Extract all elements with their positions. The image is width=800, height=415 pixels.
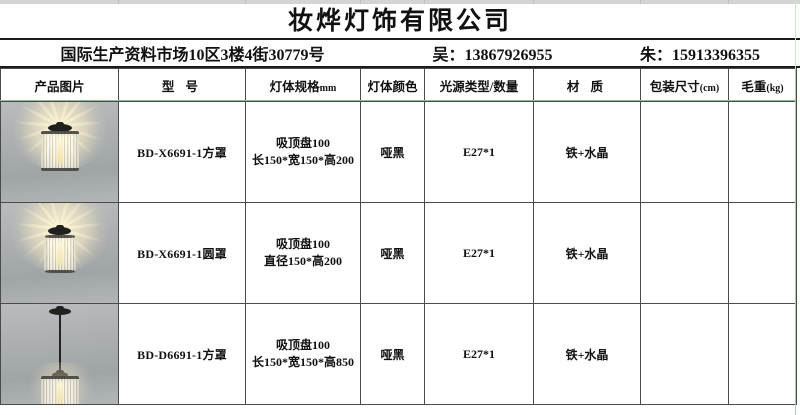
cell-spec: 吸顶盘100 长150*宽150*高850 — [245, 303, 361, 405]
cell-color: 哑黑 — [360, 303, 425, 405]
cell-model: BD-X6691-1圆罩 — [118, 202, 246, 304]
square-crystal-ceiling-lamp-image — [1, 102, 118, 202]
cell-color: 哑黑 — [360, 101, 425, 203]
cell-source: E27*1 — [424, 202, 534, 304]
table-row: BD-D6691-1方罩 吸顶盘100 长150*宽150*高850 哑黑 E27… — [0, 303, 797, 405]
product-photo-cell — [0, 303, 119, 405]
cell-weight — [728, 202, 797, 304]
cell-color: 哑黑 — [360, 202, 425, 304]
cell-weight — [728, 101, 797, 203]
product-photo-cell — [0, 101, 119, 203]
contact-wu: 吴：13867926955 — [432, 47, 553, 64]
cell-model: BD-X6691-1方罩 — [118, 101, 246, 203]
frozen-row-strip — [0, 0, 800, 4]
col-header-model: 型 号 — [118, 68, 246, 102]
col-header-image: 产品图片 — [0, 68, 119, 102]
selection-border-right — [795, 68, 796, 415]
table-header-row: 产品图片 型 号 灯体规格mm 灯体颜色 光源类型/数量 材 质 包装尺寸(cm… — [0, 68, 797, 102]
company-address: 国际生产资料市场10区3楼4街30779号 — [60, 47, 325, 64]
table-row: BD-X6691-1圆罩 吸顶盘100 直径150*高200 哑黑 E27*1 铁… — [0, 202, 797, 304]
cell-material: 铁+水晶 — [533, 303, 641, 405]
col-header-weight: 毛重(kg) — [728, 68, 797, 102]
col-header-material: 材 质 — [533, 68, 641, 102]
square-crystal-pendant-lamp-image — [1, 304, 118, 404]
cell-model: BD-D6691-1方罩 — [118, 303, 246, 405]
col-header-source: 光源类型/数量 — [424, 68, 534, 102]
cell-package — [640, 101, 729, 203]
company-title-row: 妆烨灯饰有限公司 — [0, 4, 800, 40]
cell-package — [640, 303, 729, 405]
selection-border-right-upper — [795, 0, 796, 68]
selection-border-top — [0, 100, 796, 101]
company-name: 妆烨灯饰有限公司 — [287, 7, 512, 35]
product-table: 产品图片 型 号 灯体规格mm 灯体颜色 光源类型/数量 材 质 包装尺寸(cm… — [0, 68, 797, 405]
cell-spec: 吸顶盘100 直径150*高200 — [245, 202, 361, 304]
company-contact-row: 国际生产资料市场10区3楼4街30779号 吴：13867926955 朱：15… — [0, 40, 800, 68]
cell-material: 铁+水晶 — [533, 101, 641, 203]
cell-source: E27*1 — [424, 101, 534, 203]
cell-spec: 吸顶盘100 长150*宽150*高200 — [245, 101, 361, 203]
cell-material: 铁+水晶 — [533, 202, 641, 304]
round-crystal-ceiling-lamp-image — [1, 203, 118, 303]
contact-zhu: 朱：15913396355 — [639, 47, 760, 64]
cell-package — [640, 202, 729, 304]
table-row: BD-X6691-1方罩 吸顶盘100 长150*宽150*高200 哑黑 E27… — [0, 101, 797, 203]
cell-source: E27*1 — [424, 303, 534, 405]
cell-weight — [728, 303, 797, 405]
col-header-spec: 灯体规格mm — [245, 68, 361, 102]
product-photo-cell — [0, 202, 119, 304]
col-header-package: 包装尺寸(cm) — [640, 68, 729, 102]
col-header-color: 灯体颜色 — [360, 68, 425, 102]
